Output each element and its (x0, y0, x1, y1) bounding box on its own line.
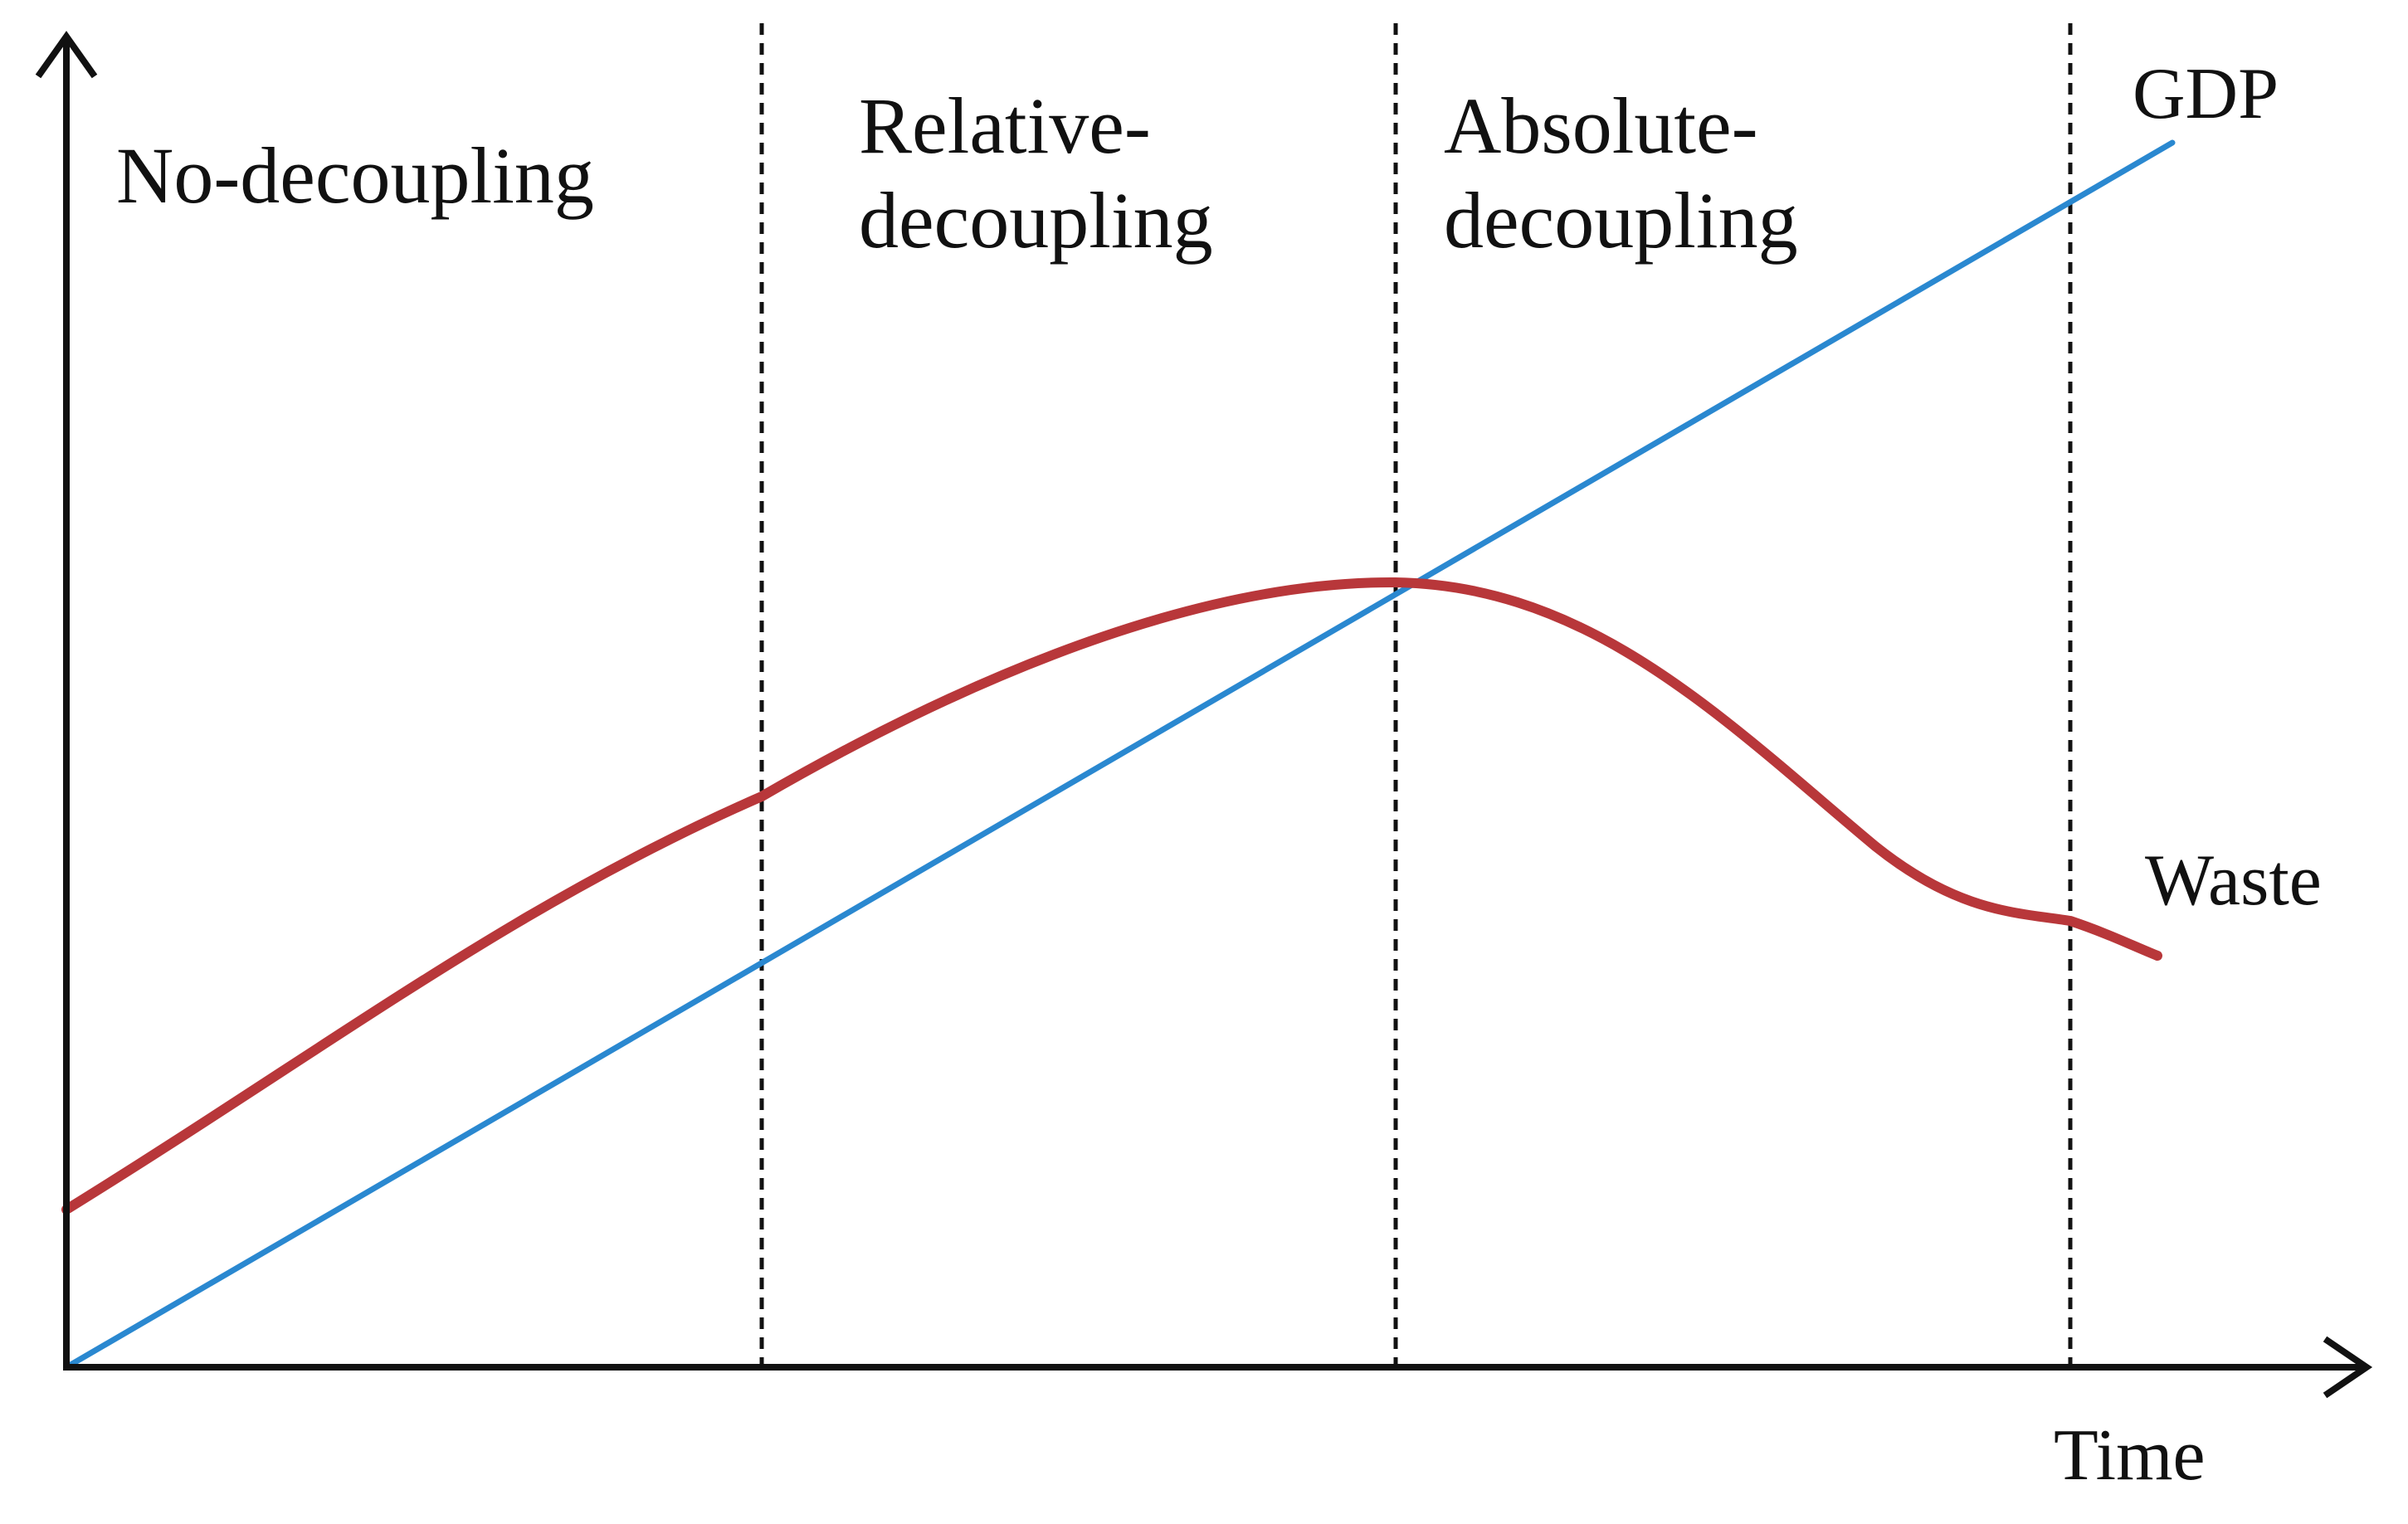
stage-label-line: Relative- (859, 81, 1151, 170)
stage-label-no-decoupling: No-decoupling (116, 129, 594, 223)
x-axis-arrowhead (2323, 1336, 2373, 1399)
stage-label-line: decoupling (859, 176, 1213, 265)
gdp-curve (63, 139, 2176, 1371)
stage-label-line: No-decoupling (116, 131, 594, 220)
x-axis-label: Time (2054, 1415, 2206, 1496)
gdp-label: GDP (2133, 54, 2279, 134)
waste-label: Waste (2145, 840, 2322, 921)
stage-label-relative-decoupling: Relative- decoupling (859, 79, 1213, 268)
y-axis-arrowhead (35, 31, 98, 79)
stage-label-line: decoupling (1444, 176, 1798, 265)
stage-label-line: Absolute- (1444, 81, 1758, 170)
waste-curve (61, 577, 2162, 1215)
stage-label-absolute-decoupling: Absolute- decoupling (1444, 79, 1798, 268)
